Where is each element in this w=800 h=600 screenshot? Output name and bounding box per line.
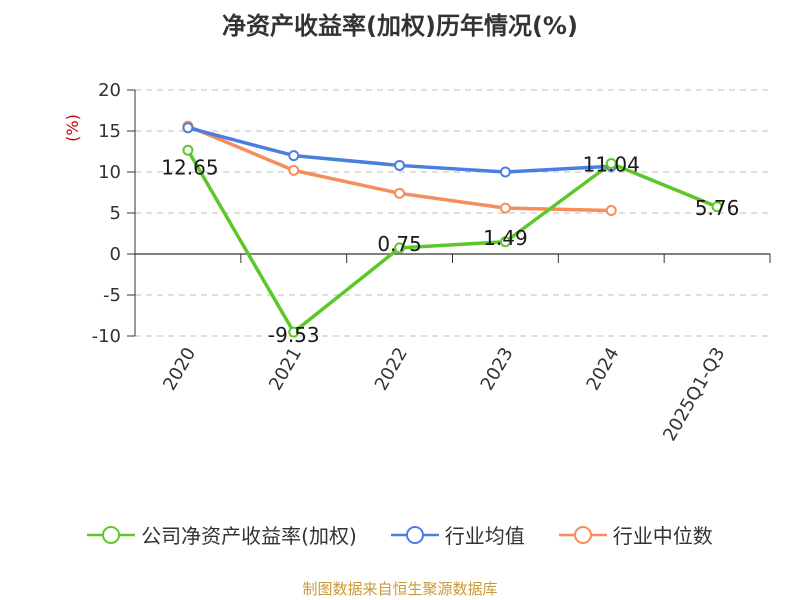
x-tick-label-2025Q1-Q3: 2025Q1-Q3 [659,344,729,445]
series-2-point-2023 [499,202,511,214]
series-line-0 [186,149,718,334]
series-0-point-2020 [182,144,194,156]
legend: 公司净资产收益率(加权) 行业均值 行业中位数 [0,520,800,549]
y-axis-unit-label: (%) [63,114,82,142]
legend-label-0: 公司净资产收益率(加权) [141,524,357,548]
legend-item-2[interactable]: 行业中位数 [558,520,713,549]
series-0-point-2023 [499,236,511,248]
series-0-point-2025Q1-Q3 [711,201,723,213]
series-1-point-2023 [499,166,511,178]
legend-swatch-1 [390,525,439,544]
chart-title: 净资产收益率(加权)历年情况(%) [222,12,578,40]
data-label-2024: 11.04 [583,152,640,176]
series-1-point-2020 [182,122,194,134]
series-2-point-2024 [605,205,617,217]
data-label-2025Q1-Q3: 5.76 [695,196,740,220]
y-tick-label-5: 5 [110,203,121,224]
source-note: 制图数据来自恒生聚源数据库 [302,580,498,598]
x-tick-label-2023: 2023 [477,344,518,394]
y-tick-label-20: 20 [98,80,121,101]
x-tick-label-2020: 2020 [159,344,200,394]
data-label-2023: 1.49 [483,226,528,250]
y-tick-label-10: 10 [98,162,121,183]
legend-swatch-0 [87,525,136,544]
series-2-point-2022 [394,187,406,199]
legend-label-1: 行业均值 [444,524,525,548]
data-label-2020: 12.65 [161,155,218,179]
series-0-point-2021 [288,326,300,338]
y-tick-label-15: 15 [98,121,121,142]
x-tick-label-2022: 2022 [371,344,412,394]
data-label-2021: -9.53 [268,323,320,347]
series-0-point-2022 [394,242,406,254]
y-tick-label--5: -5 [103,285,121,306]
point-layer [182,120,723,338]
legend-item-1[interactable]: 行业均值 [390,520,525,549]
x-tick-label-2024: 2024 [582,344,623,394]
grid-layer [135,89,770,337]
y-tick-label-0: 0 [110,244,121,265]
data-label-2022: 0.75 [377,232,422,256]
series-0-point-2024 [605,157,617,169]
legend-item-0[interactable]: 公司净资产收益率(加权) [87,520,357,549]
series-2-point-2021 [288,164,300,176]
series-1-point-2021 [288,150,300,162]
x-tick-label-2021: 2021 [265,344,306,394]
legend-swatch-2 [558,525,607,544]
axis-layer: 20 15 10 5 0 -5 -10 (%) 2020 2021 2022 2023 2024 2025… [63,80,771,445]
y-tick-label--10: -10 [92,326,121,347]
label-layer: 12.65 -9.53 0.75 1.49 11.04 5.76 [161,152,739,347]
legend-label-2: 行业中位数 [612,524,713,548]
series-1-point-2022 [394,159,406,171]
